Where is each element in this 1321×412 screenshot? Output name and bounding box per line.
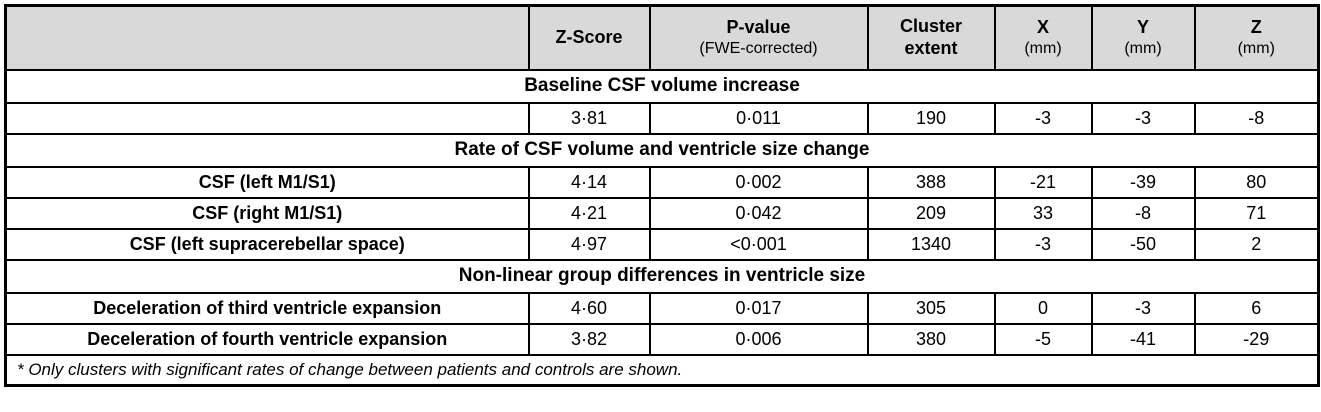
- header-x-mm: X (mm): [993, 4, 1093, 71]
- statistics-table: Z-Score P-value (FWE-corrected) Cluster …: [4, 4, 1320, 387]
- row-label-cell: Deceleration of fourth ventricle expansi…: [4, 322, 530, 356]
- header-p-value-main: P-value: [726, 17, 791, 38]
- x-cell: -5: [993, 322, 1093, 356]
- section-header-nonlinear: Non-linear group differences in ventricl…: [4, 258, 1320, 294]
- x-cell: -3: [993, 101, 1093, 135]
- header-p-value: P-value (FWE-corrected): [648, 4, 869, 71]
- z-score-cell: 4·21: [527, 196, 651, 230]
- cluster-extent-cell: 190: [866, 101, 996, 135]
- section-title: Baseline CSF volume increase: [4, 68, 1320, 104]
- z-score-cell: 3·81: [527, 101, 651, 135]
- table-row: CSF (left supracerebellar space) 4·97 <0…: [4, 227, 1320, 261]
- header-p-value-sub: (FWE-corrected): [699, 39, 818, 57]
- z-score-cell: 4·14: [527, 165, 651, 199]
- header-x-main: X: [1036, 17, 1049, 38]
- z-score-cell: 3·82: [527, 322, 651, 356]
- page: Z-Score P-value (FWE-corrected) Cluster …: [4, 4, 1320, 387]
- section-title: Non-linear group differences in ventricl…: [4, 258, 1320, 294]
- table-row: Deceleration of third ventricle expansio…: [4, 291, 1320, 325]
- y-cell: -41: [1090, 322, 1196, 356]
- z-score-cell: 4·97: [527, 227, 651, 261]
- cluster-extent-cell: 380: [866, 322, 996, 356]
- row-label-cell: CSF (left supracerebellar space): [4, 227, 530, 261]
- cluster-extent-cell: 388: [866, 165, 996, 199]
- p-value-cell: 0·002: [648, 165, 869, 199]
- row-label-cell: CSF (right M1/S1): [4, 196, 530, 230]
- header-y-sub: (mm): [1124, 39, 1162, 57]
- table-row: CSF (right M1/S1) 4·21 0·042 209 33 -8 7…: [4, 196, 1320, 230]
- y-cell: -39: [1090, 165, 1196, 199]
- section-header-baseline: Baseline CSF volume increase: [4, 68, 1320, 104]
- z-cell: 2: [1193, 227, 1320, 261]
- z-cell: 71: [1193, 196, 1320, 230]
- header-z-score: Z-Score: [527, 4, 651, 71]
- footnote-row: * Only clusters with significant rates o…: [4, 353, 1320, 387]
- header-cluster-line1: Cluster: [899, 16, 962, 37]
- section-title: Rate of CSF volume and ventricle size ch…: [4, 132, 1320, 168]
- header-cluster-extent: Cluster extent: [866, 4, 996, 71]
- cluster-extent-cell: 305: [866, 291, 996, 325]
- x-cell: -3: [993, 227, 1093, 261]
- x-cell: 33: [993, 196, 1093, 230]
- z-cell: 80: [1193, 165, 1320, 199]
- header-z-sub: (mm): [1237, 39, 1275, 57]
- z-cell: -29: [1193, 322, 1320, 356]
- y-cell: -8: [1090, 196, 1196, 230]
- z-cell: 6: [1193, 291, 1320, 325]
- header-cluster-line2: extent: [904, 37, 958, 58]
- cluster-extent-cell: 1340: [866, 227, 996, 261]
- header-z-main: Z: [1250, 17, 1262, 38]
- header-empty-cell: [4, 4, 530, 71]
- p-value-cell: 0·006: [648, 322, 869, 356]
- cluster-extent-cell: 209: [866, 196, 996, 230]
- x-cell: -21: [993, 165, 1093, 199]
- row-label-cell: [4, 101, 530, 135]
- table-row: Deceleration of fourth ventricle expansi…: [4, 322, 1320, 356]
- z-score-cell: 4·60: [527, 291, 651, 325]
- row-label-cell: Deceleration of third ventricle expansio…: [4, 291, 530, 325]
- table-row: 3·81 0·011 190 -3 -3 -8: [4, 101, 1320, 135]
- header-z-mm: Z (mm): [1193, 4, 1320, 71]
- y-cell: -50: [1090, 227, 1196, 261]
- z-cell: -8: [1193, 101, 1320, 135]
- header-y-mm: Y (mm): [1090, 4, 1196, 71]
- p-value-cell: 0·042: [648, 196, 869, 230]
- header-x-sub: (mm): [1024, 39, 1062, 57]
- y-cell: -3: [1090, 291, 1196, 325]
- table-header-row: Z-Score P-value (FWE-corrected) Cluster …: [4, 4, 1320, 71]
- footnote: * Only clusters with significant rates o…: [4, 353, 1320, 387]
- row-label-cell: CSF (left M1/S1): [4, 165, 530, 199]
- p-value-cell: 0·011: [648, 101, 869, 135]
- y-cell: -3: [1090, 101, 1196, 135]
- section-header-rate: Rate of CSF volume and ventricle size ch…: [4, 132, 1320, 168]
- x-cell: 0: [993, 291, 1093, 325]
- p-value-cell: 0·017: [648, 291, 869, 325]
- p-value-cell: <0·001: [648, 227, 869, 261]
- header-y-main: Y: [1136, 17, 1149, 38]
- table-row: CSF (left M1/S1) 4·14 0·002 388 -21 -39 …: [4, 165, 1320, 199]
